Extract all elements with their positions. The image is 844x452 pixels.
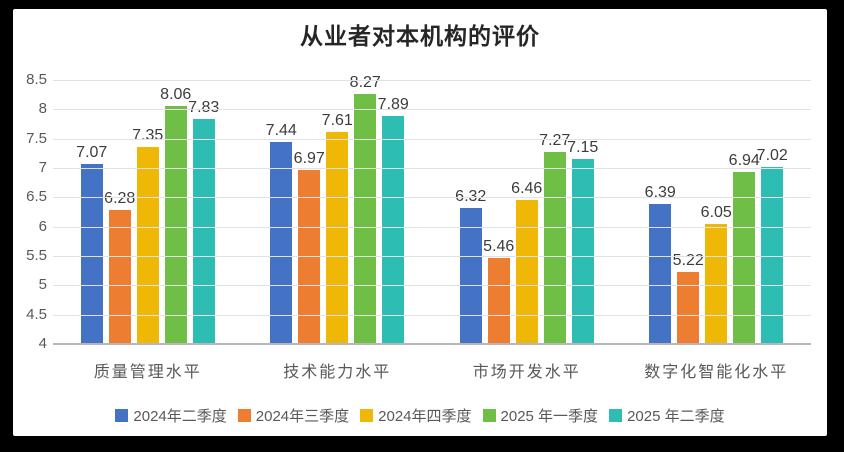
bar-value-label: 7.44 <box>265 122 297 140</box>
legend-swatch <box>237 409 251 422</box>
y-axis-tick-label: 6 <box>38 217 47 235</box>
chart-card: 从业者对本机构的评价 8.5 8 7.5 7 6.5 6 5.5 5 4.5 4 7.07 6.28… <box>13 9 827 436</box>
bar-value-label: 6.05 <box>700 203 732 221</box>
bar: 8.27 <box>350 74 381 344</box>
legend-swatch <box>360 409 374 422</box>
bar: 7.61 <box>322 112 353 344</box>
bar: 7.83 <box>188 99 219 344</box>
legend-swatch <box>482 409 496 422</box>
bar-value-label: 6.94 <box>728 151 760 169</box>
legend-item: 2024年四季度 <box>360 405 472 426</box>
bar: 7.15 <box>567 139 598 344</box>
y-axis-tick-label: 7 <box>38 159 47 176</box>
gridline <box>53 314 811 316</box>
bar: 6.46 <box>511 180 542 344</box>
legend-label: 2024年二季度 <box>133 408 227 425</box>
gridline <box>53 168 811 169</box>
bar-group: 7.44 6.97 7.61 8.27 7.89 <box>243 74 433 344</box>
legend-label: 2024年三季度 <box>255 408 350 425</box>
bar-value-label: 7.35 <box>132 127 164 145</box>
bar: 7.35 <box>132 127 163 344</box>
bar-value-label: 6.97 <box>293 149 325 167</box>
bar: 7.07 <box>76 144 107 344</box>
bar-value-label: 7.15 <box>567 139 599 157</box>
bar-value-label: 7.61 <box>321 112 353 130</box>
legend-label: 2024年四季度 <box>378 408 472 425</box>
bar-group: 6.39 5.22 6.05 6.94 7.02 <box>622 80 812 344</box>
bar-value-label: 7.83 <box>188 99 220 117</box>
bar-value-label: 6.32 <box>455 187 487 205</box>
bar: 5.46 <box>483 238 514 344</box>
bar-value-label: 7.07 <box>76 143 108 161</box>
legend-swatch <box>115 409 129 422</box>
gridline <box>53 80 811 81</box>
y-axis-tick-label: 6.5 <box>26 188 47 206</box>
legend-item: 2024年二季度 <box>115 405 227 426</box>
gridline <box>53 109 811 111</box>
bar-value-label: 6.28 <box>104 190 136 208</box>
bar: 7.44 <box>266 122 297 344</box>
y-axis-tick-label: 4.5 <box>26 305 47 323</box>
y-axis-tick-label: 7.5 <box>26 129 47 147</box>
gridline <box>53 226 811 228</box>
legend-item: 2025 年一季度 <box>482 405 599 426</box>
y-axis-tick-label: 8.5 <box>26 71 47 88</box>
chart-title: 从业者对本机构的评价 <box>300 23 540 49</box>
bar-value-label: 7.02 <box>756 146 788 164</box>
legend-label: 2025 年二季度 <box>627 408 725 425</box>
bar: 5.22 <box>673 252 704 344</box>
gridline <box>53 285 811 287</box>
x-axis-line <box>53 343 811 345</box>
bar-groups: 7.07 6.28 7.35 8.06 7.83 7.44 6.97 7.61 8.27 7.89… <box>53 74 812 344</box>
plot-area: 7.07 6.28 7.35 8.06 7.83 7.44 6.97 7.61 8.27 7.89… <box>53 74 812 345</box>
y-axis-tick-label: 4 <box>38 335 47 352</box>
bar-value-label: 5.22 <box>672 252 704 270</box>
y-axis-tick-label: 8 <box>38 100 47 118</box>
bar-value-label: 6.39 <box>644 183 676 201</box>
x-axis-category-label: 数字化智能化水平 <box>644 364 789 381</box>
bar: 6.05 <box>701 204 732 344</box>
bar-value-label: 5.46 <box>483 238 515 256</box>
gridline <box>53 197 811 199</box>
bar: 7.02 <box>757 147 788 344</box>
bar: 8.06 <box>160 86 191 344</box>
bar-value-label: 8.06 <box>160 85 192 103</box>
x-axis-labels: 质量管理水平 技术能力水平 市场开发水平 数字化智能化水平 <box>53 358 811 382</box>
legend-label: 2025 年一季度 <box>500 408 599 425</box>
bar-value-label: 7.27 <box>539 132 571 150</box>
bar: 7.89 <box>378 96 409 344</box>
x-axis-category-label: 技术能力水平 <box>283 364 392 381</box>
bar: 6.32 <box>455 188 486 344</box>
bar: 7.27 <box>539 132 570 344</box>
y-axis-tick-label: 5.5 <box>26 247 47 264</box>
y-axis: 8.5 8 7.5 7 6.5 6 5.5 5 4.5 4 <box>13 72 47 352</box>
y-axis-tick-label: 5 <box>38 276 47 294</box>
gridline <box>53 256 811 257</box>
x-axis-category-label: 市场开发水平 <box>472 364 581 381</box>
legend-item: 2025 年二季度 <box>609 405 725 426</box>
gridline <box>53 138 811 140</box>
bar-group: 6.32 5.46 6.46 7.27 7.15 <box>432 80 622 344</box>
bar-value-label: 7.89 <box>377 95 409 113</box>
bar: 6.39 <box>645 184 676 344</box>
legend: 2024年二季度 2024年三季度 2024年四季度 2025 年一季度 2025 年二… <box>13 405 827 426</box>
bar: 6.94 <box>729 152 760 344</box>
legend-item: 2024年三季度 <box>237 405 350 426</box>
bar-group: 7.07 6.28 7.35 8.06 7.83 <box>53 80 243 344</box>
bar-value-label: 6.46 <box>511 179 543 197</box>
x-axis-category-label: 质量管理水平 <box>93 364 202 381</box>
legend-swatch <box>609 409 623 422</box>
bar-value-label: 8.27 <box>349 73 381 91</box>
bar: 6.28 <box>104 190 135 344</box>
